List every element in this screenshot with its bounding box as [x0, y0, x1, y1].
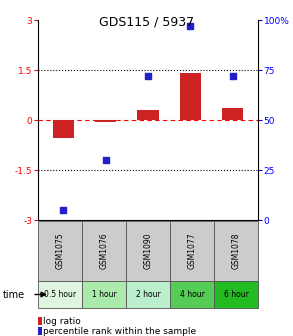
Bar	[222, 108, 243, 120]
Text: GDS115 / 5937: GDS115 / 5937	[99, 15, 194, 28]
Bar	[126, 221, 170, 281]
Text: 6 hour: 6 hour	[224, 290, 248, 299]
Bar	[137, 110, 159, 120]
Text: 0.5 hour: 0.5 hour	[44, 290, 76, 299]
Point	[61, 207, 66, 213]
Text: GSM1090: GSM1090	[144, 233, 152, 269]
Point	[230, 73, 235, 79]
Text: log ratio: log ratio	[42, 317, 80, 326]
Bar	[170, 281, 214, 308]
Bar	[82, 221, 126, 281]
Bar	[82, 281, 126, 308]
Bar	[170, 221, 214, 281]
Bar	[180, 73, 201, 120]
Text: GSM1078: GSM1078	[231, 233, 241, 269]
Point	[103, 157, 108, 163]
Point	[146, 73, 150, 79]
Text: GSM1075: GSM1075	[55, 233, 64, 269]
Bar	[53, 120, 74, 138]
Text: percentile rank within the sample: percentile rank within the sample	[42, 327, 196, 336]
Text: GSM1076: GSM1076	[100, 233, 108, 269]
Text: 1 hour: 1 hour	[92, 290, 116, 299]
Bar	[38, 281, 82, 308]
Point	[188, 23, 193, 29]
Text: GSM1077: GSM1077	[188, 233, 197, 269]
Bar	[95, 120, 116, 122]
Text: time: time	[3, 290, 25, 299]
Text: 4 hour: 4 hour	[180, 290, 205, 299]
Bar	[214, 221, 258, 281]
Text: 2 hour: 2 hour	[136, 290, 160, 299]
Bar	[126, 281, 170, 308]
Bar	[38, 221, 82, 281]
Bar	[214, 281, 258, 308]
